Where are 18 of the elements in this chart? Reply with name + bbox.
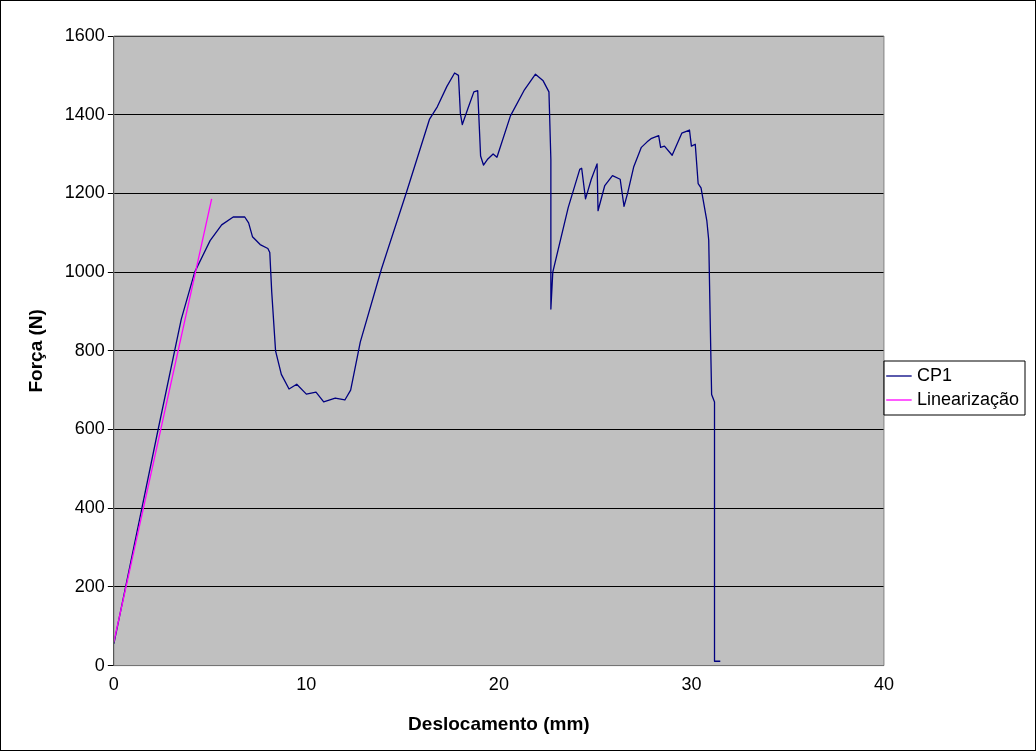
y-tick-label: 400: [74, 497, 105, 518]
y-tick-label: 1600: [64, 24, 105, 45]
y-tick-label: 800: [74, 339, 105, 360]
y-tick-label: 600: [74, 418, 105, 439]
y-tick-label: 1200: [64, 182, 105, 203]
y-axis-title: Força (N): [24, 309, 46, 393]
x-axis-title: Deslocamento (mm): [408, 712, 590, 734]
y-tick-label: 1000: [64, 261, 105, 282]
y-tick-label: 1400: [64, 103, 105, 124]
legend-label: Linearização: [916, 388, 1020, 409]
y-tick-label: 200: [74, 575, 105, 596]
legend-label: CP1: [916, 364, 952, 385]
x-tick-label: 20: [488, 674, 509, 695]
x-tick-label: 10: [296, 674, 317, 695]
y-tick-label: 0: [94, 654, 105, 675]
x-tick-label: 30: [681, 674, 702, 695]
x-tick-label: 0: [108, 674, 119, 695]
x-tick-label: 40: [873, 674, 894, 695]
